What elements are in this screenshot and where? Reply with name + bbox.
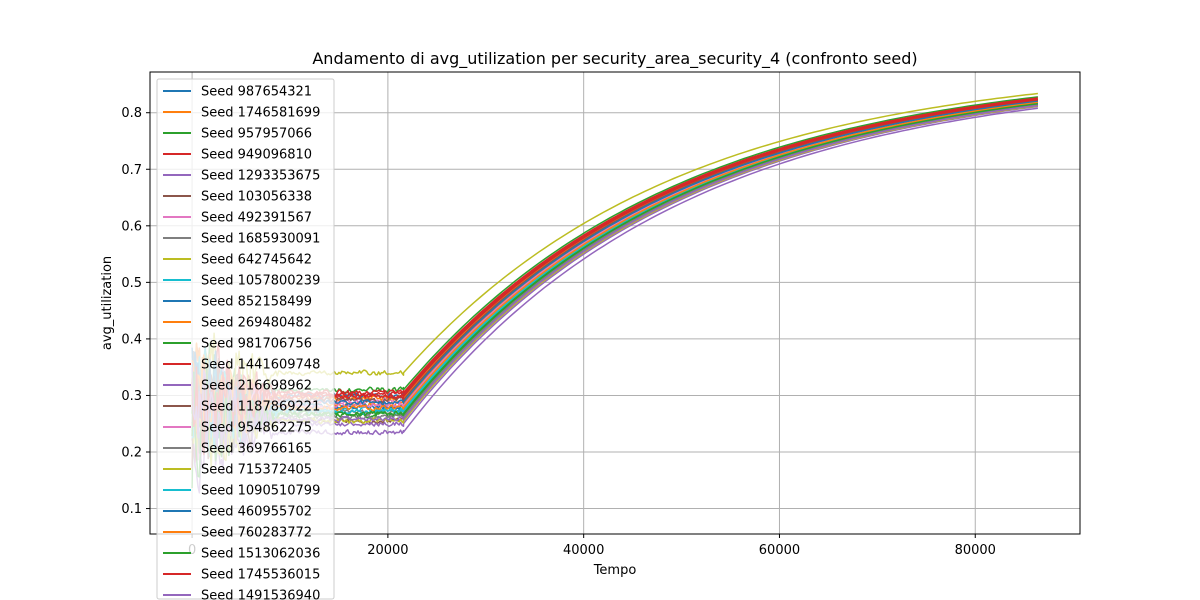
legend-label: Seed 949096810 xyxy=(201,148,312,163)
legend-label: Seed 1746581699 xyxy=(201,106,320,121)
legend-label: Seed 1491536940 xyxy=(201,589,320,600)
legend-entry: Seed 216698962 xyxy=(163,379,312,394)
chart-title: Andamento di avg_utilization per securit… xyxy=(312,49,917,69)
legend-entry: Seed 1745536015 xyxy=(163,568,320,583)
legend-entry: Seed 369766165 xyxy=(163,442,312,457)
y-tick-label: 0.7 xyxy=(121,163,142,178)
x-tick-label: 60000 xyxy=(759,543,800,558)
legend-label: Seed 987654321 xyxy=(201,85,312,100)
plot-frame xyxy=(149,71,1081,535)
legend-label: Seed 269480482 xyxy=(201,316,312,331)
legend-label: Seed 1293353675 xyxy=(201,169,320,184)
legend-entry: Seed 1293353675 xyxy=(163,169,320,184)
y-tick-label: 0.6 xyxy=(121,219,142,234)
legend-label: Seed 1187869221 xyxy=(201,400,320,415)
legend-label: Seed 1745536015 xyxy=(201,568,320,583)
legend-box xyxy=(156,78,335,600)
legend-entry: Seed 987654321 xyxy=(163,85,312,100)
y-tick-label: 0.1 xyxy=(121,502,142,517)
legend-entry: Seed 1090510799 xyxy=(163,484,320,499)
legend-label: Seed 954862275 xyxy=(201,421,312,436)
legend-entry: Seed 1685930091 xyxy=(163,232,320,247)
legend-entry: Seed 981706756 xyxy=(163,337,312,352)
y-tick-label: 0.4 xyxy=(121,332,142,347)
legend-entry: Seed 1057800239 xyxy=(163,274,320,289)
legend-label: Seed 957957066 xyxy=(201,127,312,142)
legend-entry: Seed 642745642 xyxy=(163,253,312,268)
legend-entry: Seed 492391567 xyxy=(163,211,312,226)
legend-label: Seed 369766165 xyxy=(201,442,312,457)
legend-label: Seed 981706756 xyxy=(201,337,312,352)
legend-entry: Seed 954862275 xyxy=(163,421,312,436)
legend-entry: Seed 1441609748 xyxy=(163,358,320,373)
legend-entry: Seed 1513062036 xyxy=(163,547,320,562)
y-axis-label: avg_utilization xyxy=(100,256,115,350)
legend-entry: Seed 715372405 xyxy=(163,463,312,478)
axis-ticks: 0200004000060000800000.10.20.30.40.50.60… xyxy=(121,106,996,558)
y-tick-label: 0.3 xyxy=(121,389,142,404)
legend-entry: Seed 949096810 xyxy=(163,148,312,163)
legend-label: Seed 1513062036 xyxy=(201,547,320,562)
legend-label: Seed 642745642 xyxy=(201,253,312,268)
legend-label: Seed 1441609748 xyxy=(201,358,320,373)
legend-label: Seed 1685930091 xyxy=(201,232,320,247)
y-tick-label: 0.2 xyxy=(121,446,142,461)
legend-entry: Seed 460955702 xyxy=(163,505,312,520)
legend-entry: Seed 852158499 xyxy=(163,295,312,310)
y-tick-label: 0.8 xyxy=(121,106,142,121)
legend-entry: Seed 103056338 xyxy=(163,190,312,205)
legend-label: Seed 492391567 xyxy=(201,211,312,226)
legend-entry: Seed 1491536940 xyxy=(163,589,320,600)
legend-label: Seed 1090510799 xyxy=(201,484,320,499)
series-lines xyxy=(191,92,1039,494)
legend: Seed 987654321 Seed 1746581699 Seed 957957… xyxy=(156,78,335,600)
x-tick-label: 20000 xyxy=(367,543,408,558)
legend-label: Seed 216698962 xyxy=(201,379,312,394)
legend-label: Seed 715372405 xyxy=(201,463,312,478)
legend-entry: Seed 957957066 xyxy=(163,127,312,142)
legend-label: Seed 760283772 xyxy=(201,526,312,541)
x-tick-label: 80000 xyxy=(955,543,996,558)
legend-label: Seed 852158499 xyxy=(201,295,312,310)
legend-label: Seed 460955702 xyxy=(201,505,312,520)
y-tick-label: 0.5 xyxy=(121,276,142,291)
legend-entry: Seed 1746581699 xyxy=(163,106,320,121)
legend-label: Seed 1057800239 xyxy=(201,274,320,289)
x-axis-label: Tempo xyxy=(593,563,637,578)
legend-entry: Seed 760283772 xyxy=(163,526,312,541)
legend-entry: Seed 269480482 xyxy=(163,316,312,331)
legend-label: Seed 103056338 xyxy=(201,190,312,205)
x-tick-label: 40000 xyxy=(563,543,604,558)
legend-entry: Seed 1187869221 xyxy=(163,400,320,415)
